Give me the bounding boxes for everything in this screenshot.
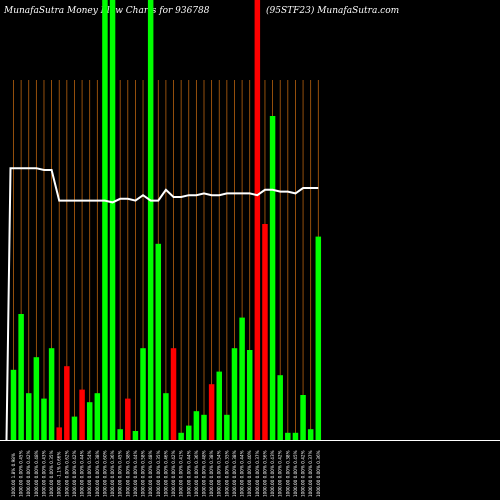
x-tick-label: 1000.00 0.00% 0.42% <box>171 450 176 497</box>
money-flow-bar <box>25 393 32 440</box>
money-flow-bar <box>79 389 85 440</box>
x-tick-labels: 1000.00 1.8% 0.98% 1000.00 0.00% 0.45% 100… <box>11 450 321 497</box>
money-flow-bar <box>132 431 139 440</box>
x-tick-label: 1000.00 0.00% 0.43% <box>270 450 275 497</box>
x-tick-label: 1000.00 0.00% 0.42% <box>72 450 77 497</box>
money-flow-bar <box>285 432 291 440</box>
money-flow-bar <box>300 395 306 440</box>
money-flow-bar <box>186 425 192 440</box>
x-tick-label: 1000.00 0.00% 0.45% <box>19 450 24 497</box>
money-flow-bar <box>269 116 276 440</box>
money-flow-bar <box>117 429 123 440</box>
money-flow-bar <box>254 0 261 440</box>
money-flow-bar <box>201 414 207 440</box>
x-tick-label: 1000.00 0.00% 0.42% <box>301 450 306 497</box>
x-tick-label: 1000.00 0.00% 0.38% <box>232 450 237 497</box>
x-tick-label: 1000.00 0.00% 0.35% <box>224 450 229 497</box>
x-tick-label: 1000.00 0.00% 0.38% <box>125 450 130 497</box>
x-tick-label: 1000.00 0.00% 0.45% <box>118 450 123 497</box>
x-tick-label: 1000.00 1.8% 0.98% <box>11 453 16 497</box>
money-flow-bar <box>216 371 222 440</box>
money-flow-bar <box>307 429 314 440</box>
money-flow-bars <box>10 0 322 440</box>
money-flow-bar <box>315 236 322 440</box>
money-flow-bar <box>262 224 268 440</box>
money-flow-bar <box>33 357 40 440</box>
money-flow-bar <box>170 348 177 440</box>
money-flow-bar <box>246 350 253 440</box>
money-flow-bar <box>86 402 93 440</box>
x-tick-label: 1000.00 0.00% 0.38% <box>285 450 290 497</box>
x-tick-label: 1000.00 0.00% 0.42% <box>278 450 283 497</box>
x-tick-label: 1000.00 0.00% 0.44% <box>80 450 85 497</box>
x-tick-label: 1000.00 0.00% 0.37% <box>255 450 260 497</box>
money-flow-bar <box>71 416 78 440</box>
money-flow-bar <box>102 0 108 440</box>
x-tick-label: 1000.00 0.00% 0.44% <box>133 450 138 497</box>
money-flow-bar <box>239 317 245 440</box>
money-flow-bar <box>140 348 146 440</box>
price-line <box>5 167 319 441</box>
x-tick-label: 1000.00 0.00% 0.37% <box>308 450 313 497</box>
x-tick-label: 1000.00 0.00% 0.62% <box>64 450 69 497</box>
x-tick-label: 1000.00 0.00% 0.38% <box>95 450 100 497</box>
x-tick-label: 1000.00 0.00% 0.38% <box>209 450 214 497</box>
money-flow-bar <box>94 393 101 440</box>
money-flow-bar <box>18 314 24 440</box>
money-flow-bar <box>224 414 230 440</box>
x-tick-label: 1000.00 0.00% 0.36% <box>194 450 199 497</box>
money-flow-bar <box>56 427 62 440</box>
money-flow-bar <box>147 0 154 440</box>
money-flow-bar <box>41 398 47 440</box>
x-tick-label: 1000.00 0.00% 0.48% <box>202 450 207 497</box>
money-flow-bar <box>155 243 162 440</box>
x-tick-label: 1000.00 0.00% 0.43% <box>41 450 46 497</box>
x-tick-label: 1000.00 0.00% 0.42% <box>26 450 31 497</box>
x-tick-label: 1000.00 0.00% 0.45% <box>293 450 298 497</box>
money-flow-bar <box>64 366 70 440</box>
money-flow-bar <box>48 348 55 440</box>
x-tick-label: 1000.00 0.00% 0.36% <box>316 450 321 497</box>
x-tick-label: 1000.00 0.00% 0.60% <box>102 450 107 497</box>
x-tick-label: 1000.00 0.00% 0.58% <box>141 450 146 497</box>
money-flow-bar <box>125 398 131 440</box>
x-tick-label: 1000.00 0.00% 0.41% <box>179 450 184 497</box>
x-tick-label: 1000.00 0.00% 0.54% <box>217 450 222 497</box>
x-tick-label: 1000.00 -1.1% 0.66% <box>57 452 62 497</box>
chart-title-source: (95STF23) MunafaSutra.com <box>266 5 399 16</box>
money-flow-bar <box>208 384 215 440</box>
money-flow-bar <box>277 375 283 440</box>
money-flow-bar <box>231 348 238 440</box>
money-flow-bar <box>292 432 299 440</box>
x-tick-label: 1000.00 0.00% 0.44% <box>186 450 191 497</box>
money-flow-bar <box>163 393 169 440</box>
x-tick-label: 1000.00 0.00% 0.54% <box>87 450 92 497</box>
money-flow-bar <box>178 432 184 440</box>
money-flow-bar <box>10 369 17 440</box>
x-tick-label: 1000.00 0.00% 0.48% <box>34 450 39 497</box>
money-flow-bar <box>109 0 116 440</box>
x-tick-label: 1000.00 0.00% 0.46% <box>163 450 168 497</box>
x-tick-label: 1000.00 0.00% 0.40% <box>247 450 252 497</box>
x-tick-label: 1000.00 0.00% 0.56% <box>262 450 267 497</box>
x-tick-label: 1000.00 0.00% 0.44% <box>240 450 245 497</box>
x-tick-label: 1000.00 0.00% 0.35% <box>49 450 54 497</box>
x-tick-label: 1000.00 0.00% 0.48% <box>148 450 153 497</box>
money-flow-bar <box>193 411 200 440</box>
x-tick-label: 1000.00 0.00% 0.35% <box>156 450 161 497</box>
x-tick-label: 1000.00 0.00% 0.36% <box>110 450 115 497</box>
